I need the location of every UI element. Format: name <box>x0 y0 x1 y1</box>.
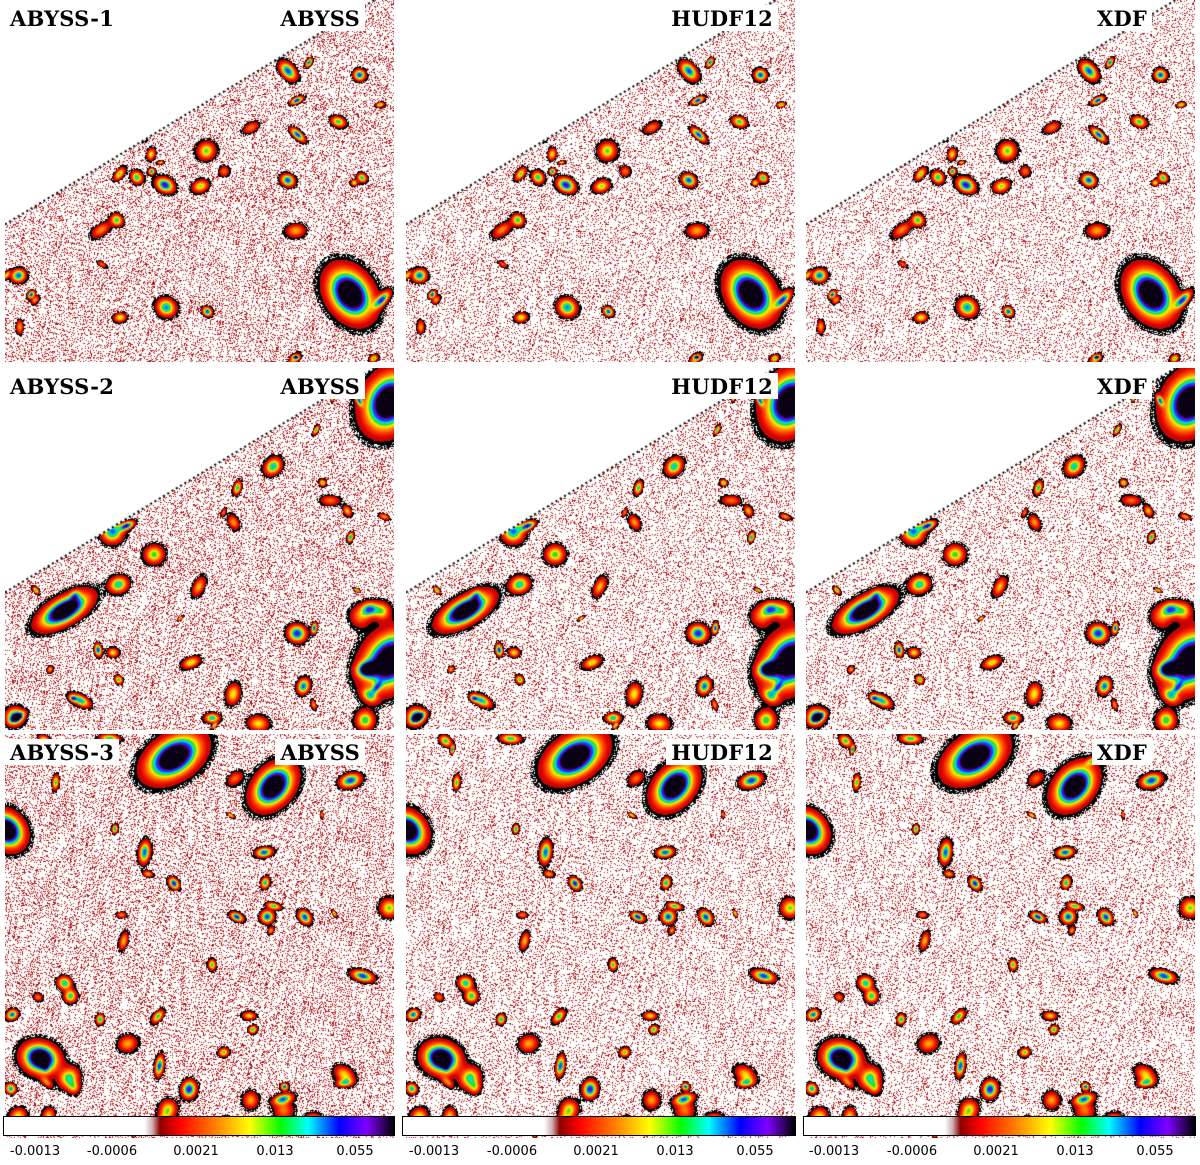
panel-abyss-2-abyss: ABYSS-2 ABYSS <box>5 368 394 730</box>
tick-label: -0.0013 <box>408 1144 460 1159</box>
colorbar-xdf <box>803 1116 1196 1138</box>
survey-label-hudf12: HUDF12 <box>666 5 778 31</box>
tick-label: 0.013 <box>1056 1144 1094 1159</box>
tick-label: -0.0013 <box>808 1144 860 1159</box>
image-abyss-3-xdf <box>806 734 1195 1138</box>
survey-label-hudf12: HUDF12 <box>666 373 778 399</box>
survey-label-xdf: XDF <box>1091 5 1152 31</box>
panel-abyss-2-hudf12: HUDF12 <box>406 368 795 730</box>
survey-label-abyss: ABYSS <box>275 5 365 31</box>
tick-label: 0.055 <box>1136 1144 1174 1159</box>
tick-label: 0.0021 <box>173 1144 219 1159</box>
tick-label: -0.0006 <box>486 1144 538 1159</box>
image-abyss-1-hudf12 <box>406 0 795 362</box>
panel-abyss-3-hudf12: HUDF12 <box>406 734 795 1138</box>
colorbar-hudf12 <box>402 1116 796 1138</box>
survey-label-abyss: ABYSS <box>275 373 365 399</box>
colorbar-strip <box>3 1116 395 1136</box>
survey-label-abyss: ABYSS <box>275 739 365 765</box>
panel-abyss-3-abyss: ABYSS-3 ABYSS <box>5 734 394 1138</box>
colorbar-strip <box>803 1116 1196 1136</box>
colorbar-abyss <box>3 1116 395 1138</box>
tick-label: 0.055 <box>736 1144 774 1159</box>
panel-abyss-1-xdf: XDF <box>806 0 1195 362</box>
tick-label: 0.055 <box>336 1144 374 1159</box>
panel-abyss-3-xdf: XDF <box>806 734 1195 1138</box>
image-abyss-3-hudf12 <box>406 734 795 1138</box>
panel-abyss-2-xdf: XDF <box>806 368 1195 730</box>
field-label-abyss-3: ABYSS-3 <box>5 739 120 765</box>
tick-label: 0.013 <box>656 1144 694 1159</box>
tick-row-1: -0.0013 -0.0006 0.0021 0.013 0.055 -0.00… <box>0 1144 1200 1163</box>
field-label-abyss-2: ABYSS-2 <box>5 373 120 399</box>
tick-label: -0.0006 <box>886 1144 938 1159</box>
image-abyss-2-xdf <box>806 368 1195 730</box>
survey-label-hudf12: HUDF12 <box>666 739 778 765</box>
field-label-abyss-1: ABYSS-1 <box>5 5 120 31</box>
image-abyss-2-hudf12 <box>406 368 795 730</box>
image-abyss-3-abyss <box>5 734 394 1138</box>
tick-label: 0.0021 <box>973 1144 1019 1159</box>
panel-abyss-1-abyss: ABYSS-1 ABYSS <box>5 0 394 362</box>
panel-abyss-1-hudf12: HUDF12 <box>406 0 795 362</box>
tick-label: -0.0013 <box>9 1144 61 1159</box>
image-abyss-1-xdf <box>806 0 1195 362</box>
survey-label-xdf: XDF <box>1091 373 1152 399</box>
tick-label: 0.0021 <box>573 1144 619 1159</box>
survey-label-xdf: XDF <box>1091 739 1152 765</box>
tick-label: 0.013 <box>256 1144 294 1159</box>
image-abyss-2-abyss <box>5 368 394 730</box>
image-abyss-1-abyss <box>5 0 394 362</box>
tick-label: -0.0006 <box>86 1144 138 1159</box>
colorbar-strip <box>402 1116 796 1136</box>
